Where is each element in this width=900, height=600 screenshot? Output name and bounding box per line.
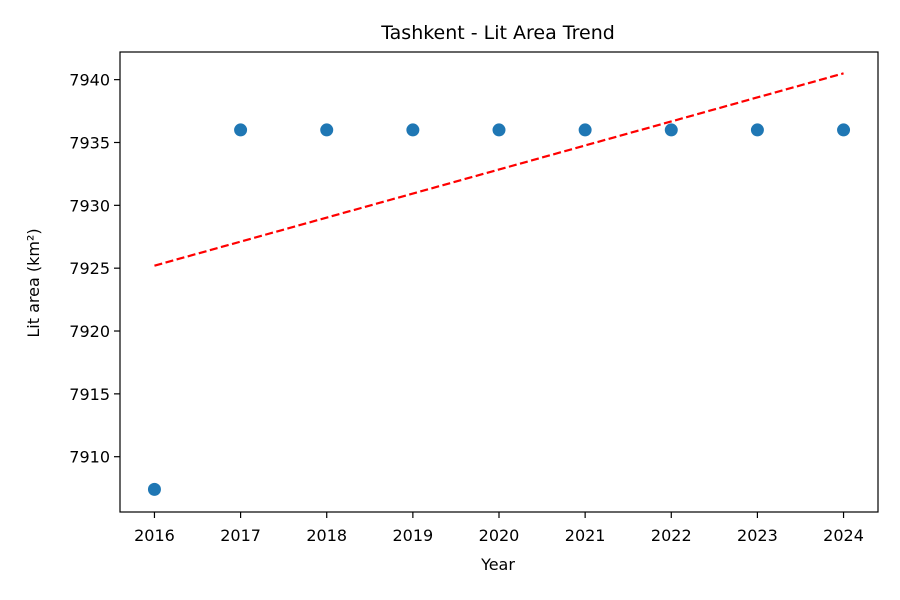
x-tick-label: 2016 — [134, 526, 175, 545]
y-tick-label: 7925 — [69, 259, 110, 278]
y-tick-label: 7935 — [69, 133, 110, 152]
data-points — [147, 123, 851, 496]
data-point — [578, 123, 592, 137]
data-point — [320, 123, 334, 137]
x-tick-label: 2020 — [479, 526, 520, 545]
data-point — [492, 123, 506, 137]
trend-line-group — [154, 72, 844, 267]
x-tick-label: 2024 — [823, 526, 864, 545]
y-tick-label: 7920 — [69, 322, 110, 341]
chart-title: Tashkent - Lit Area Trend — [380, 22, 615, 44]
y-axis-ticks: 7910 7915 7920 7925 7930 7935 7940 — [69, 71, 120, 467]
data-point — [837, 123, 851, 137]
x-tick-label: 2017 — [220, 526, 261, 545]
x-axis-ticks: 2016 2017 2018 2019 2020 2021 2022 2023 2024 — [134, 512, 864, 545]
data-point — [147, 482, 161, 496]
data-point — [234, 123, 248, 137]
data-point — [664, 123, 678, 137]
x-tick-label: 2018 — [306, 526, 347, 545]
data-point — [406, 123, 420, 137]
y-tick-label: 7930 — [69, 196, 110, 215]
y-tick-label: 7940 — [69, 71, 110, 90]
plot-area-frame — [119, 51, 879, 513]
y-tick-label: 7915 — [69, 385, 110, 404]
x-axis-label: Year — [480, 555, 515, 574]
trend-line — [154, 72, 844, 267]
y-axis-label: Lit area (km²) — [24, 228, 43, 337]
data-point — [750, 123, 764, 137]
y-tick-label: 7910 — [69, 448, 110, 467]
x-tick-label: 2023 — [737, 526, 778, 545]
x-tick-label: 2022 — [651, 526, 692, 545]
x-tick-label: 2019 — [393, 526, 434, 545]
x-tick-label: 2021 — [565, 526, 606, 545]
